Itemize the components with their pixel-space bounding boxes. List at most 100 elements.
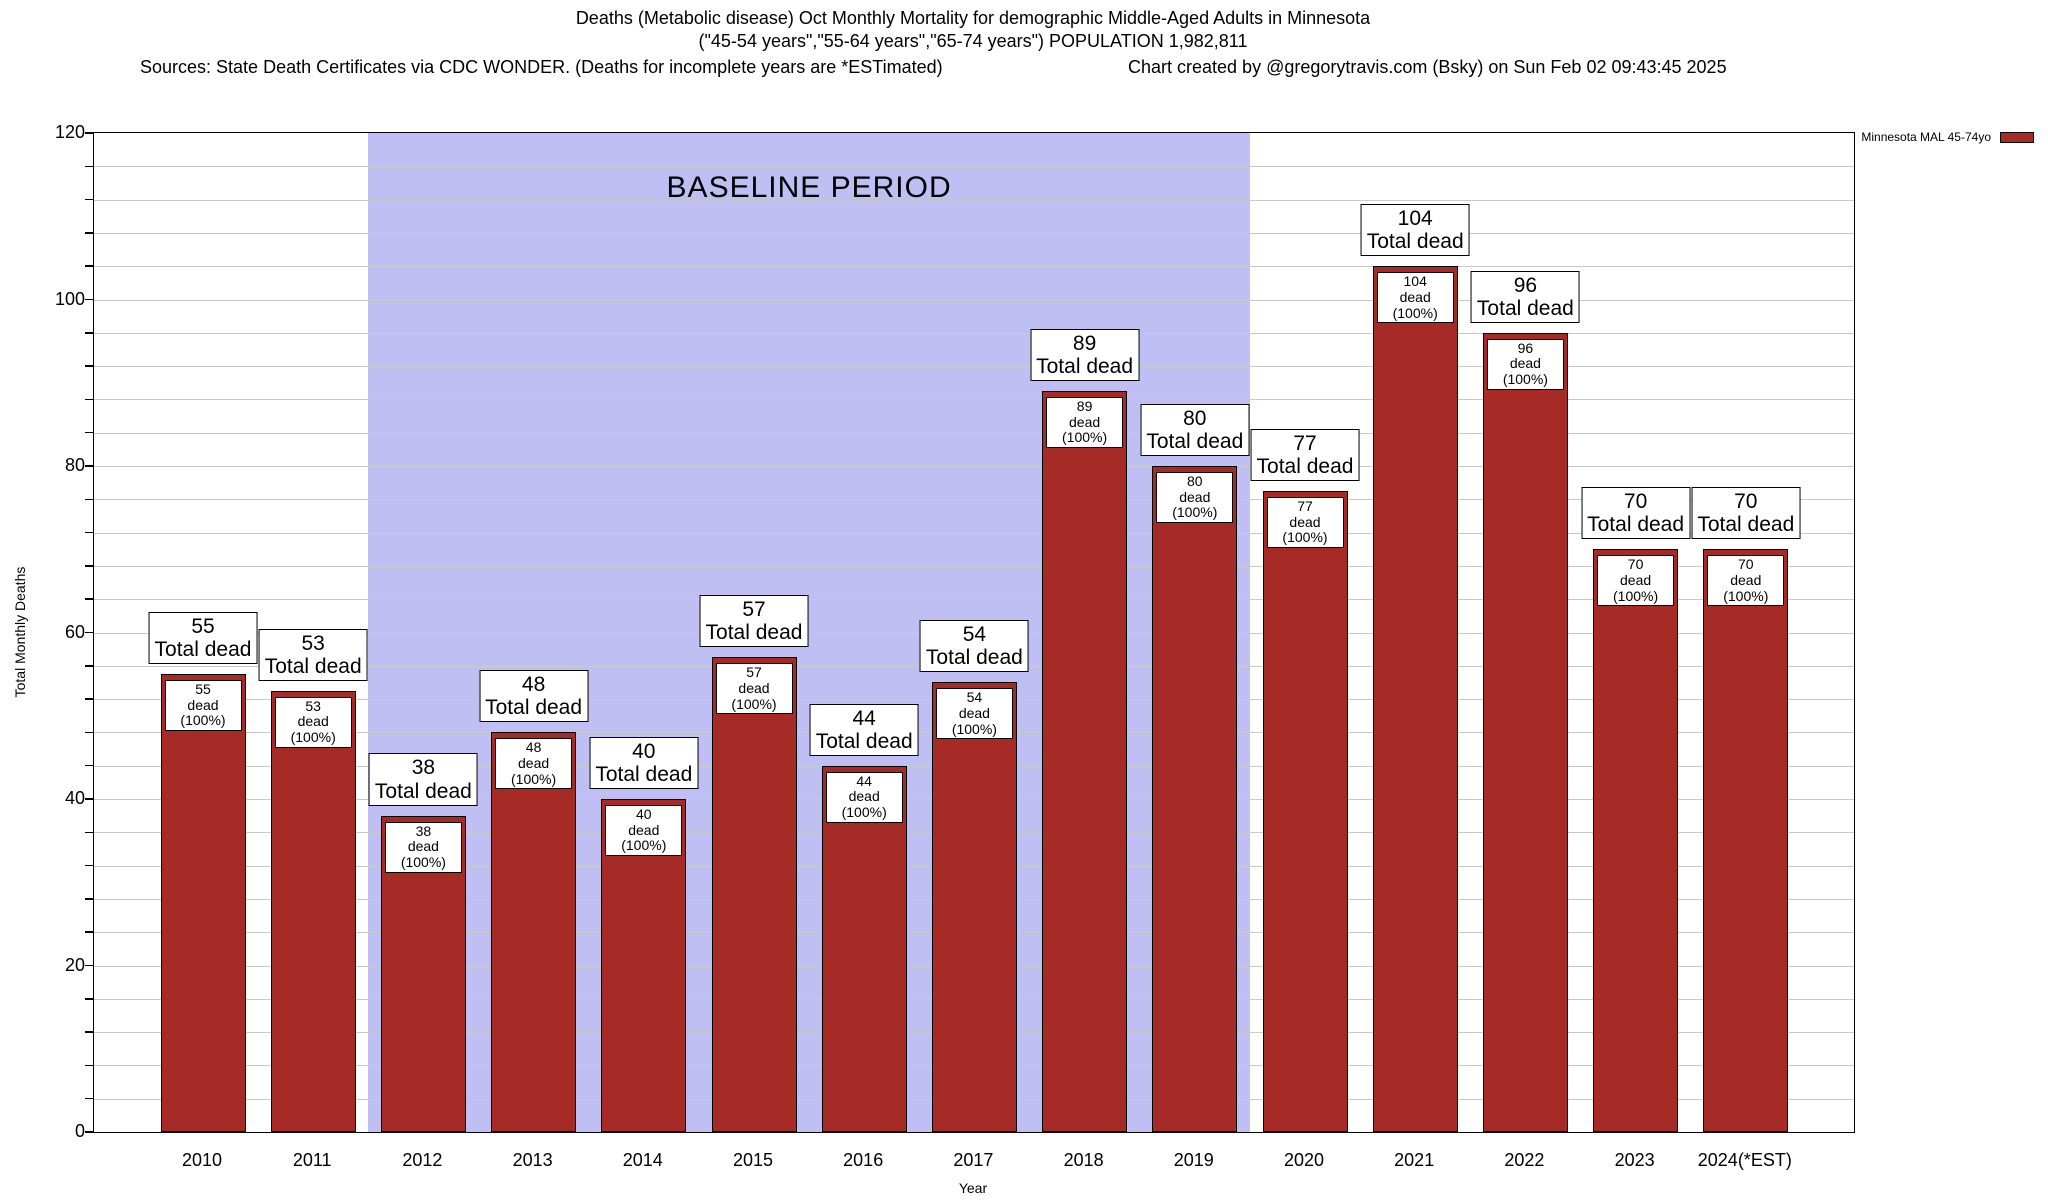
gridline-y96 <box>94 332 1854 334</box>
bar-inner-label-2019: 80 dead (100%) <box>1156 472 1234 524</box>
y-tick-120 <box>85 132 94 134</box>
y-tick-108 <box>85 232 94 234</box>
bar-total-label-2022: 96 Total dead <box>1470 270 1580 323</box>
y-tick-36 <box>85 831 94 834</box>
bar-inner-label-2012: 38 dead (100%) <box>384 821 462 873</box>
bar-total-label-2018: 89 Total dead <box>1030 328 1140 382</box>
y-tick-8 <box>85 1064 94 1067</box>
bar-inner-label-2011: 53 dead (100%) <box>274 696 352 748</box>
bar-2011 <box>270 690 356 1132</box>
bar-total-label-2019: 80 Total dead <box>1140 403 1250 456</box>
y-tick-32 <box>85 864 94 867</box>
x-tick-label-2020: 2020 <box>1283 1150 1325 1170</box>
bar-2016 <box>821 765 907 1132</box>
bar-total-label-2021: 104 Total dead <box>1360 204 1470 257</box>
bar-inner-label-2018: 89 dead (100%) <box>1046 397 1124 449</box>
baseline-period-label: BASELINE PERIOD <box>666 171 952 204</box>
bar-inner-label-2014: 40 dead (100%) <box>605 805 683 857</box>
x-tick-label-2010: 2010 <box>181 1150 223 1170</box>
bar-total-label-2015: 57 Total dead <box>699 595 809 648</box>
y-tick-20 <box>85 964 94 967</box>
bar-2020 <box>1262 490 1348 1132</box>
bar-2021 <box>1372 266 1458 1132</box>
bar-total-label-2012: 38 Total dead <box>368 753 478 806</box>
x-tick-label-2015: 2015 <box>732 1150 774 1170</box>
chart-subtitle: ("45-54 years","55-64 years","65-74 year… <box>698 31 1248 51</box>
x-tick-label-2016: 2016 <box>843 1150 884 1170</box>
legend: Minnesota MAL 45-74yo <box>1861 130 2034 144</box>
y-tick-label-100: 100 <box>54 288 85 309</box>
bar-total-label-2010: 55 Total dead <box>148 611 258 665</box>
gridline-y88 <box>94 399 1854 401</box>
y-tick-label-20: 20 <box>64 954 85 975</box>
y-tick-116 <box>85 165 94 168</box>
y-tick-48 <box>85 731 94 734</box>
y-tick-28 <box>85 898 94 900</box>
y-tick-12 <box>85 1031 94 1033</box>
bar-total-label-2024(*EST): 70 Total dead <box>1691 487 1801 540</box>
gridline-y68 <box>94 565 1854 567</box>
bar-2013 <box>491 732 577 1132</box>
y-tick-label-60: 60 <box>64 621 85 642</box>
bar-total-label-2023: 70 Total dead <box>1581 487 1691 540</box>
y-tick-label-0: 0 <box>74 1121 85 1141</box>
gridline-y80 <box>94 466 1854 467</box>
bar-2018 <box>1042 391 1128 1132</box>
bar-inner-label-2024(*EST): 70 dead (100%) <box>1707 555 1785 607</box>
bar-2010 <box>160 674 246 1132</box>
x-tick-label-2014: 2014 <box>622 1150 663 1170</box>
bar-2024(*EST) <box>1703 549 1789 1132</box>
bar-inner-label-2010: 55 dead (100%) <box>164 680 242 732</box>
y-tick-label-40: 40 <box>64 788 85 808</box>
bar-2023 <box>1593 549 1679 1132</box>
gridline-y112 <box>94 199 1854 201</box>
sources-note: Sources: State Death Certificates via CD… <box>140 57 943 77</box>
legend-swatch <box>2000 131 2034 143</box>
y-tick-label-80: 80 <box>64 455 85 475</box>
gridline-y76 <box>94 499 1854 501</box>
y-tick-44 <box>85 764 94 767</box>
bar-2017 <box>931 682 1017 1132</box>
y-tick-72 <box>85 531 94 534</box>
x-tick-label-2021: 2021 <box>1394 1150 1435 1170</box>
bar-total-label-2016: 44 Total dead <box>809 703 919 756</box>
y-tick-92 <box>85 365 94 367</box>
gridline-y72 <box>94 532 1854 534</box>
y-tick-60 <box>85 631 94 634</box>
bar-total-label-2013: 48 Total dead <box>479 670 589 723</box>
y-tick-24 <box>85 931 94 933</box>
gridline-y104 <box>94 266 1854 268</box>
x-tick-label-2018: 2018 <box>1063 1150 1104 1170</box>
bar-inner-label-2021: 104 dead (100%) <box>1376 272 1454 324</box>
bar-inner-label-2023: 70 dead (100%) <box>1597 555 1675 607</box>
y-tick-84 <box>85 431 94 434</box>
y-tick-104 <box>85 265 94 267</box>
gridline-y64 <box>94 599 1854 601</box>
y-tick-64 <box>85 598 94 600</box>
y-tick-112 <box>85 198 94 201</box>
credit-note: Chart created by @gregorytravis.com (Bsk… <box>1128 57 1727 77</box>
bar-inner-label-2020: 77 dead (100%) <box>1266 496 1344 548</box>
y-tick-label-120: 120 <box>54 122 85 142</box>
x-tick-label-2022: 2022 <box>1504 1150 1545 1170</box>
chart-title: Deaths (Metabolic disease) Oct Monthly M… <box>575 8 1371 28</box>
bar-total-label-2014: 40 Total dead <box>589 736 699 789</box>
x-tick-label-2024(*EST): 2024(*EST) <box>1697 1150 1792 1170</box>
y-tick-76 <box>85 498 94 501</box>
bar-inner-label-2016: 44 dead (100%) <box>825 771 903 823</box>
y-tick-100 <box>85 298 94 301</box>
y-tick-56 <box>85 665 94 667</box>
bar-inner-label-2015: 57 dead (100%) <box>715 663 793 715</box>
legend-label: Minnesota MAL 45-74yo <box>1861 130 1991 144</box>
bar-total-label-2020: 77 Total dead <box>1250 428 1360 481</box>
gridline-y116 <box>94 166 1854 168</box>
gridline-y100 <box>94 299 1854 301</box>
bar-2015 <box>711 657 797 1132</box>
x-tick-label-2013: 2013 <box>512 1150 553 1170</box>
bar-total-label-2017: 54 Total dead <box>919 620 1029 673</box>
y-tick-88 <box>85 398 94 401</box>
gridline-y92 <box>94 366 1854 368</box>
y-tick-16 <box>85 998 94 1000</box>
x-tick-label-2019: 2019 <box>1173 1150 1214 1170</box>
